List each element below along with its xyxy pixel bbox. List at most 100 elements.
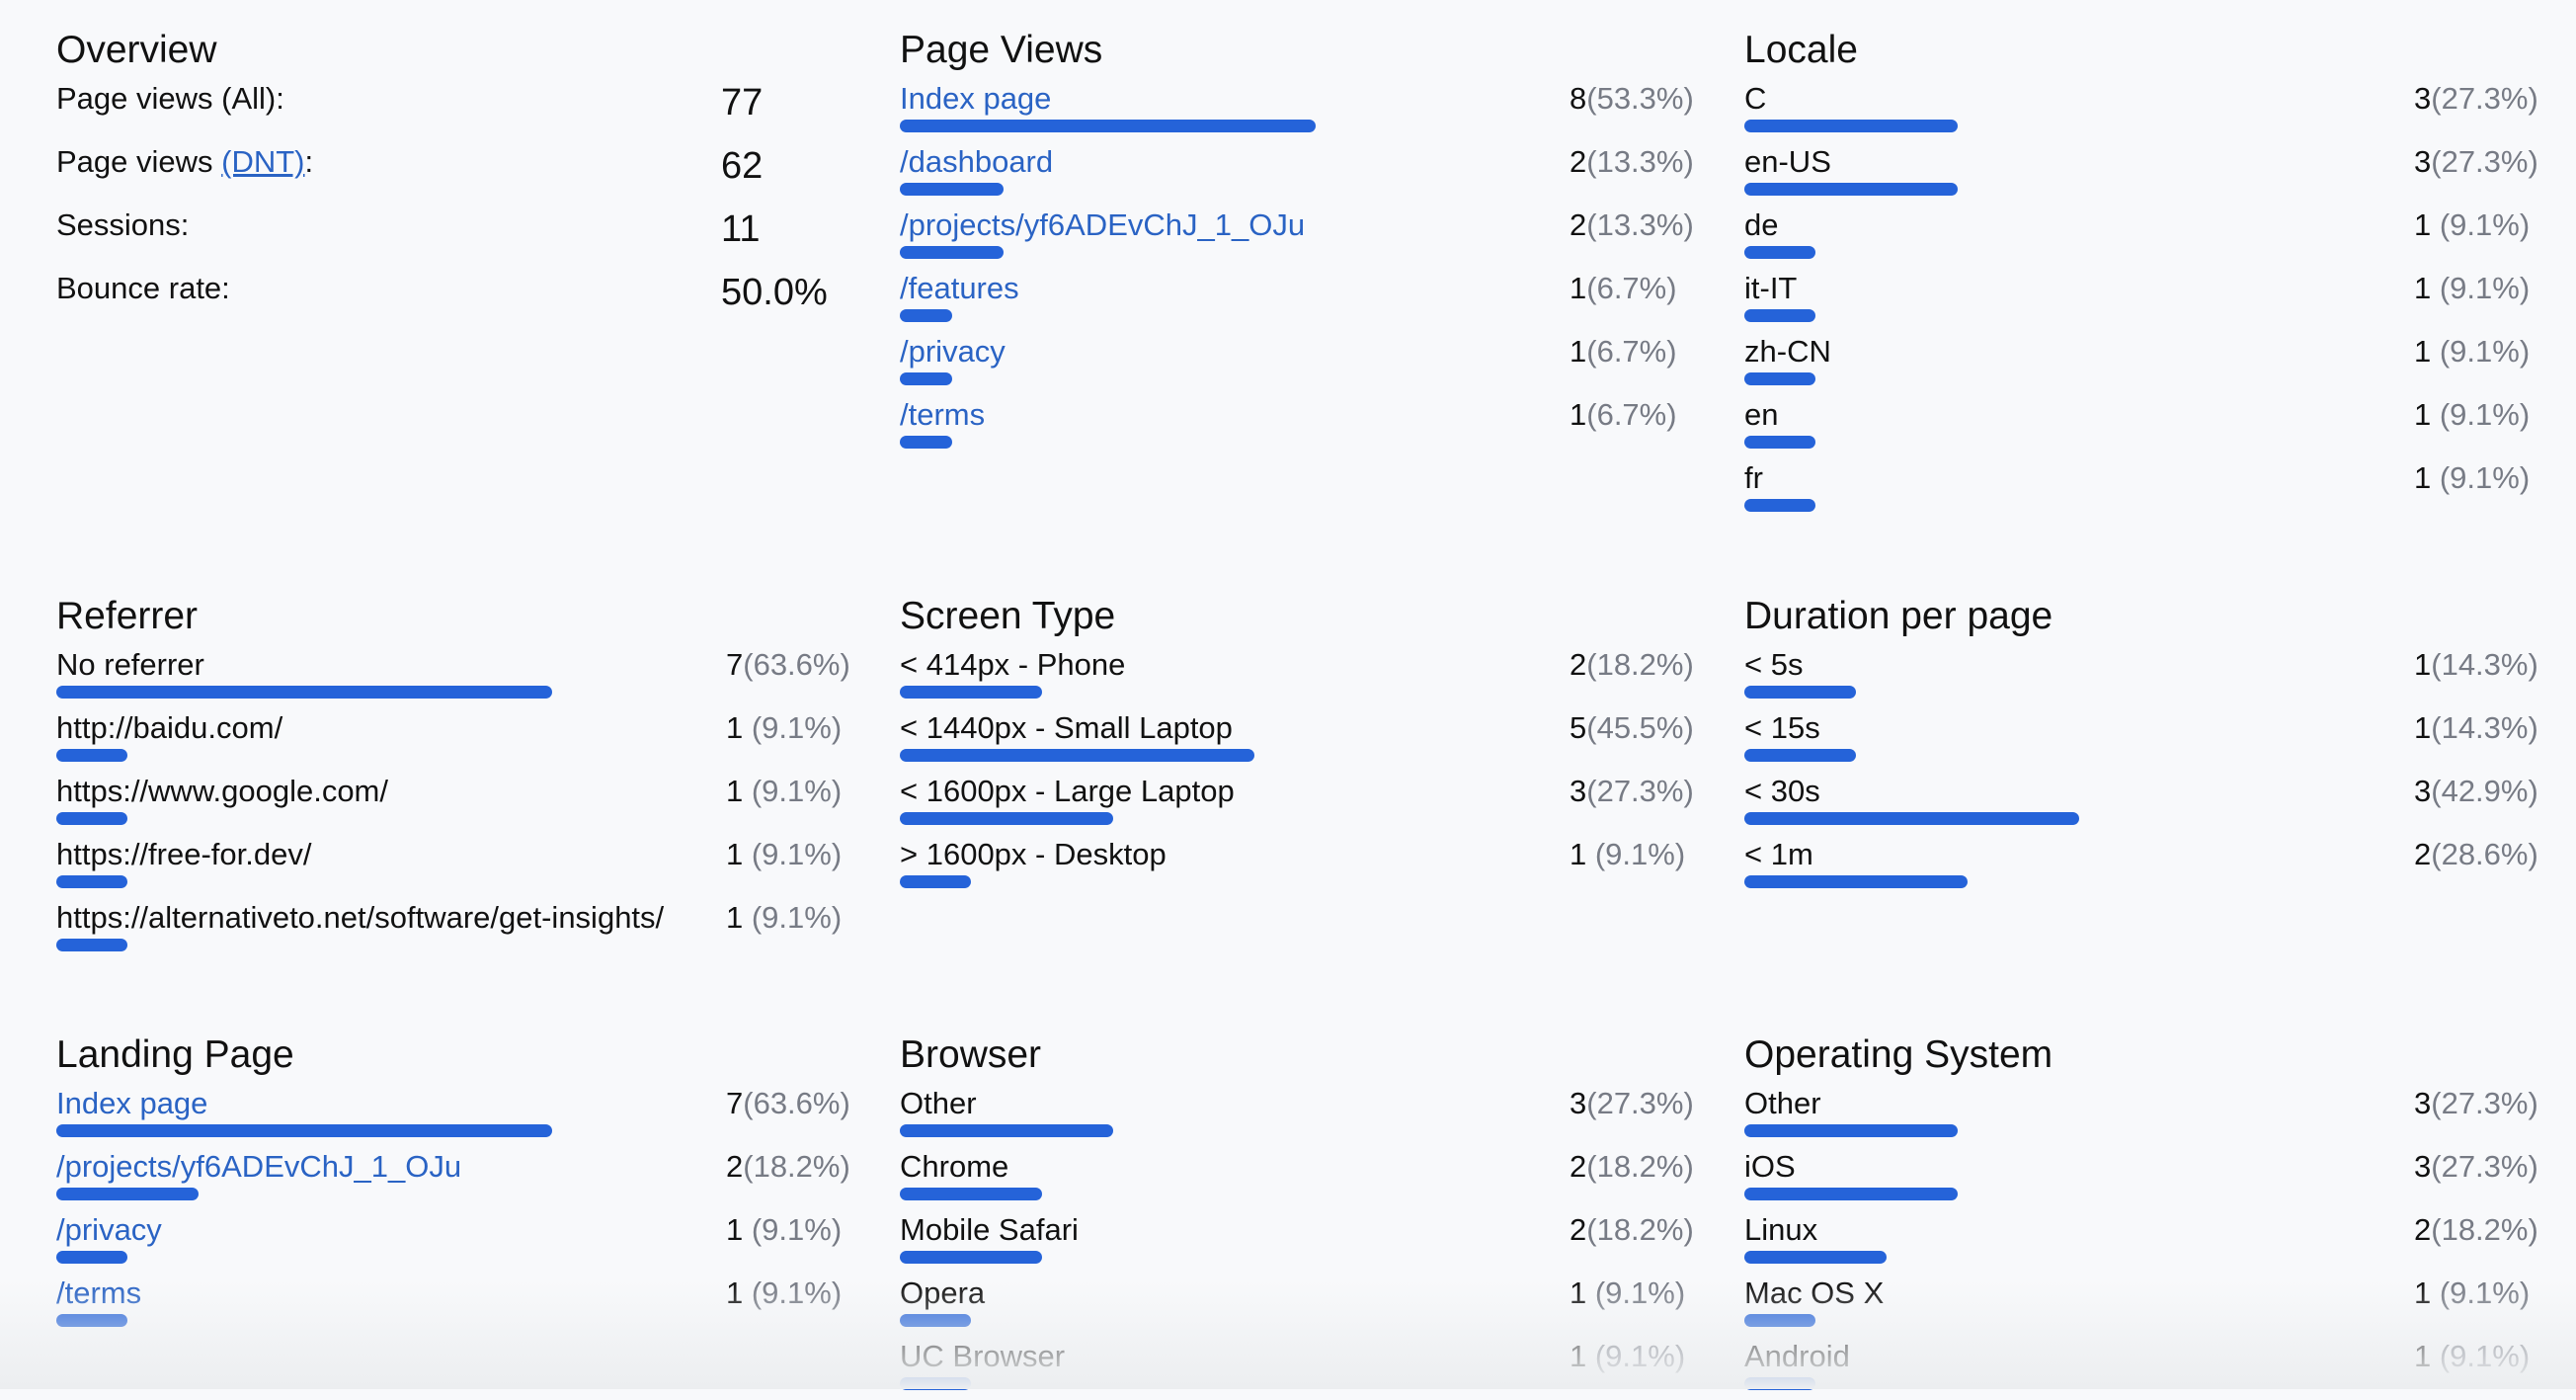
- item-value: 1 (9.1%): [726, 772, 842, 811]
- locale-section: Locale C 3(27.3%) en-US 3(27.3%) de 1 (9…: [1744, 26, 2538, 522]
- item-count: 1: [726, 900, 744, 935]
- item-count: 5: [1570, 710, 1587, 745]
- item-label: en: [1744, 397, 1779, 432]
- item-value: 2(18.2%): [1570, 1210, 1694, 1250]
- item-percent: (9.1%): [2431, 207, 2531, 242]
- item-bar: [900, 686, 1042, 699]
- item-percent: (45.5%): [1586, 710, 1694, 745]
- item-count: 1: [1570, 334, 1587, 369]
- overview-label: Page views (DNT):: [56, 144, 313, 179]
- item-percent: (9.1%): [743, 1276, 843, 1310]
- item-percent: (13.3%): [1586, 207, 1694, 242]
- item-percent: (28.6%): [2431, 837, 2538, 871]
- item-link[interactable]: /privacy: [900, 334, 1006, 369]
- landing-page-section: Landing Page Index page 7(63.6%) /projec…: [56, 1030, 850, 1337]
- item-percent: (18.2%): [1586, 1212, 1694, 1247]
- overview-value: 11: [721, 208, 761, 250]
- item-bar: [900, 120, 1317, 132]
- item-value: 7(63.6%): [726, 645, 850, 685]
- item-bar: [1744, 1188, 1958, 1200]
- item-bar: [1744, 183, 1958, 196]
- label-text: Page views: [56, 144, 222, 179]
- item-bar: [1744, 309, 1815, 322]
- item-percent: (18.2%): [743, 1149, 850, 1184]
- item-label: en-US: [1744, 144, 1831, 179]
- list-item: /privacy 1(6.7%): [900, 332, 1690, 395]
- item-link[interactable]: /terms: [900, 397, 986, 432]
- item-count: 3: [1570, 1086, 1587, 1120]
- item-link[interactable]: /dashboard: [900, 144, 1054, 179]
- item-label: > 1600px - Desktop: [900, 837, 1167, 871]
- item-label: No referrer: [56, 647, 204, 682]
- item-value: 1(6.7%): [1570, 332, 1677, 371]
- overview-label: Bounce rate:: [56, 271, 230, 305]
- item-bar: [1744, 686, 1856, 699]
- item-count: 1: [726, 1212, 744, 1247]
- item-link[interactable]: /features: [900, 271, 1019, 305]
- item-value: 3(27.3%): [1570, 1084, 1694, 1123]
- item-link[interactable]: /privacy: [56, 1212, 162, 1247]
- item-percent: (27.3%): [1586, 774, 1694, 808]
- item-link[interactable]: Index page: [56, 1086, 208, 1120]
- referrer-section: Referrer No referrer 7(63.6%) http://bai…: [56, 592, 850, 961]
- list-item: /dashboard 2(13.3%): [900, 142, 1694, 206]
- item-value: 5(45.5%): [1570, 708, 1694, 748]
- item-bar: [1744, 1314, 1815, 1327]
- item-percent: (6.7%): [1586, 334, 1677, 369]
- item-value: 2(13.3%): [1570, 142, 1694, 182]
- item-bar: [900, 875, 971, 888]
- item-count: 1: [2414, 710, 2432, 745]
- item-label: Mac OS X: [1744, 1276, 1885, 1310]
- item-label: de: [1744, 207, 1779, 242]
- item-bar: [1744, 372, 1815, 385]
- item-value: 1(14.3%): [2414, 645, 2538, 685]
- item-bar: [56, 812, 127, 825]
- item-value: 1 (9.1%): [726, 708, 842, 748]
- item-value: 1 (9.1%): [1570, 1337, 1685, 1376]
- list-item: Mobile Safari 2(18.2%): [900, 1210, 1694, 1274]
- item-percent: (9.1%): [1586, 837, 1686, 871]
- item-label: < 414px - Phone: [900, 647, 1126, 682]
- item-value: 3(42.9%): [2414, 772, 2538, 811]
- item-percent: (27.3%): [2431, 144, 2538, 179]
- list-item: > 1600px - Desktop 1 (9.1%): [900, 835, 1690, 898]
- item-count: 1: [2414, 397, 2432, 432]
- item-value: 1 (9.1%): [2414, 269, 2530, 308]
- item-link[interactable]: Index page: [900, 81, 1052, 116]
- section-title: Landing Page: [56, 1033, 294, 1076]
- item-bar: [56, 1124, 553, 1137]
- item-value: 3(27.3%): [1570, 772, 1694, 811]
- item-percent: (9.1%): [743, 1212, 843, 1247]
- item-value: 8(53.3%): [1570, 79, 1694, 119]
- item-link[interactable]: /projects/yf6ADEvChJ_1_OJu: [56, 1149, 462, 1184]
- item-bar: [900, 1314, 971, 1327]
- item-bar: [900, 1377, 971, 1390]
- dnt-link[interactable]: (DNT): [221, 144, 305, 179]
- item-bar: [1744, 499, 1815, 512]
- list-item: https://alternativeto.net/software/get-i…: [56, 898, 846, 961]
- item-percent: (42.9%): [2431, 774, 2538, 808]
- item-percent: (63.6%): [743, 647, 850, 682]
- list-item: http://baidu.com/ 1 (9.1%): [56, 708, 846, 772]
- item-link[interactable]: /terms: [56, 1276, 142, 1310]
- section-title: Page Views: [900, 29, 1103, 71]
- item-count: 2: [1570, 1212, 1587, 1247]
- item-label: < 1440px - Small Laptop: [900, 710, 1233, 745]
- item-value: 1 (9.1%): [2414, 206, 2530, 245]
- item-count: 2: [726, 1149, 744, 1184]
- list-item: /privacy 1 (9.1%): [56, 1210, 846, 1274]
- section-title: Overview: [56, 29, 217, 71]
- item-label: < 1600px - Large Laptop: [900, 774, 1235, 808]
- list-item: UC Browser 1 (9.1%): [900, 1337, 1690, 1400]
- list-item: it-IT 1 (9.1%): [1744, 269, 2535, 332]
- list-item: Android 1 (9.1%): [1744, 1337, 2535, 1400]
- item-label: fr: [1744, 460, 1763, 495]
- item-value: 1 (9.1%): [2414, 395, 2530, 435]
- item-value: 7(63.6%): [726, 1084, 850, 1123]
- list-item: /projects/yf6ADEvChJ_1_OJu 2(18.2%): [56, 1147, 850, 1210]
- item-percent: (9.1%): [2431, 397, 2531, 432]
- item-value: 1(6.7%): [1570, 269, 1677, 308]
- item-link[interactable]: /projects/yf6ADEvChJ_1_OJu: [900, 207, 1306, 242]
- item-count: 2: [1570, 207, 1587, 242]
- section-title: Operating System: [1744, 1033, 2053, 1076]
